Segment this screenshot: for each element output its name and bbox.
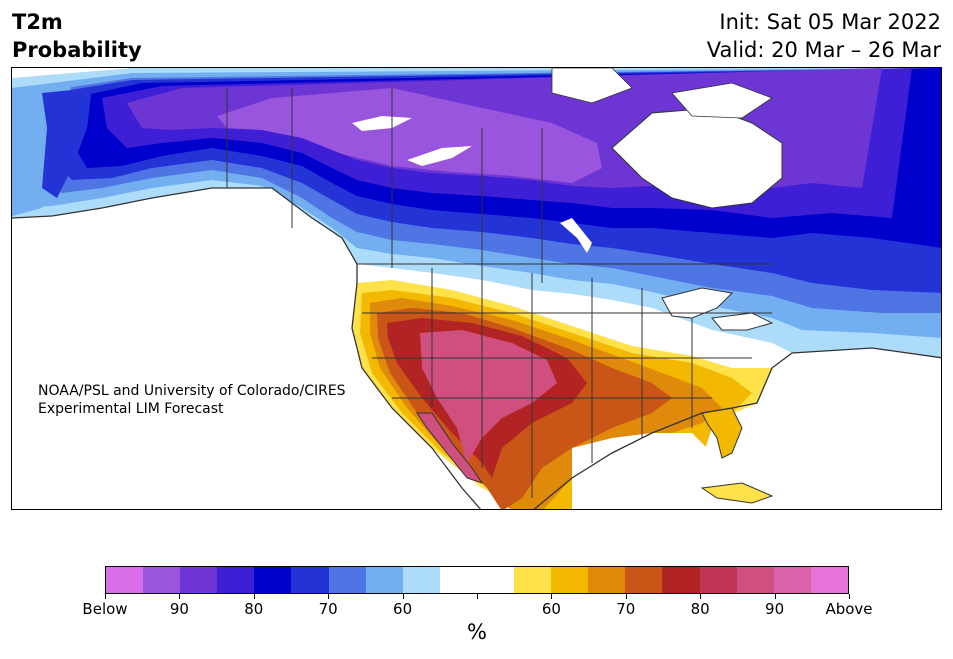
colorbar-tick-label: 80	[244, 600, 264, 618]
band-neutral	[357, 264, 792, 378]
colorbar-tick-mark	[105, 594, 106, 599]
great-bear-lake	[352, 116, 412, 131]
probability-map	[12, 68, 941, 509]
colorbar-segment	[365, 567, 403, 593]
colorbar-segment	[476, 567, 515, 593]
band-above-5	[420, 330, 557, 463]
init-date: Init: Sat 05 Mar 2022	[719, 10, 941, 34]
colorbar-segment	[810, 567, 848, 593]
colorbar-segment	[328, 567, 366, 593]
pacific-ocean	[12, 188, 481, 509]
colorbar-segment	[402, 567, 440, 593]
colorbar-segment	[291, 567, 329, 593]
colorbar-unit: %	[467, 620, 487, 644]
colorbar-tick-label: 60	[393, 600, 413, 618]
colorbar-segment	[217, 567, 255, 593]
colorbar-tick-label: 90	[765, 600, 785, 618]
band-below-0	[217, 88, 602, 183]
variable-label: T2m	[12, 10, 63, 34]
colorbar-tick-mark	[179, 594, 181, 599]
forecast-dates: Init: Sat 05 Mar 2022 Valid: 20 Mar – 26…	[707, 8, 941, 64]
cuba	[700, 482, 774, 504]
florida	[701, 407, 743, 459]
credit-line-1: NOAA/PSL and University of Colorado/CIRE…	[38, 383, 346, 399]
colorbar-segment	[699, 567, 737, 593]
colorbar-segment	[180, 567, 218, 593]
product-label: Probability	[12, 38, 142, 62]
colorbar-tick-label: 90	[169, 600, 189, 618]
colorbar-tick-mark	[551, 594, 553, 599]
colorbar-segment	[106, 567, 144, 593]
colorbar-tick-mark	[700, 594, 702, 599]
colorbar-segment	[662, 567, 700, 593]
baja-california	[416, 412, 484, 484]
credit-line-2: Experimental LIM Forecast	[38, 401, 224, 417]
colorbar-tick-mark	[625, 594, 627, 599]
credit-text: NOAA/PSL and University of Colorado/CIRE…	[38, 382, 346, 418]
colorbar-segment	[143, 567, 181, 593]
colorbar-segment	[254, 567, 292, 593]
coastlines	[12, 187, 941, 509]
map-title: T2m Probability	[12, 8, 142, 64]
lake-winnipeg	[560, 218, 592, 253]
colorbar-segment	[736, 567, 774, 593]
great-lakes	[661, 287, 774, 331]
colorbar-segment	[514, 567, 552, 593]
colorbar	[105, 566, 849, 594]
valid-range: Valid: 20 Mar – 26 Mar	[706, 38, 941, 62]
political-borders	[226, 88, 772, 498]
colorbar-segment	[588, 567, 626, 593]
colorbar-tick-label: 80	[690, 600, 710, 618]
map-panel	[11, 67, 942, 510]
colorbar-tick-label: Above	[825, 600, 873, 618]
colorbar-tick-mark	[477, 594, 478, 599]
colorbar-segment	[551, 567, 589, 593]
colorbar-tick-label: Below	[82, 600, 128, 618]
gulf-of-mexico	[572, 433, 712, 509]
colorbar-tick-mark	[402, 594, 404, 599]
colorbar-tick-mark	[849, 594, 850, 599]
colorbar-tick-label: 70	[616, 600, 636, 618]
colorbar-tick-mark	[774, 594, 776, 599]
colorbar-tick-mark	[253, 594, 255, 599]
arctic-islands	[551, 68, 773, 119]
colorbar-segment	[773, 567, 811, 593]
colorbar-segment	[439, 567, 477, 593]
colorbar-tick-label: 70	[318, 600, 338, 618]
colorbar-segment	[625, 567, 663, 593]
alaska-band-2	[42, 88, 92, 198]
great-slave-lake	[407, 146, 472, 166]
colorbar-tick-label: 60	[541, 600, 561, 618]
colorbar-tick-mark	[328, 594, 330, 599]
